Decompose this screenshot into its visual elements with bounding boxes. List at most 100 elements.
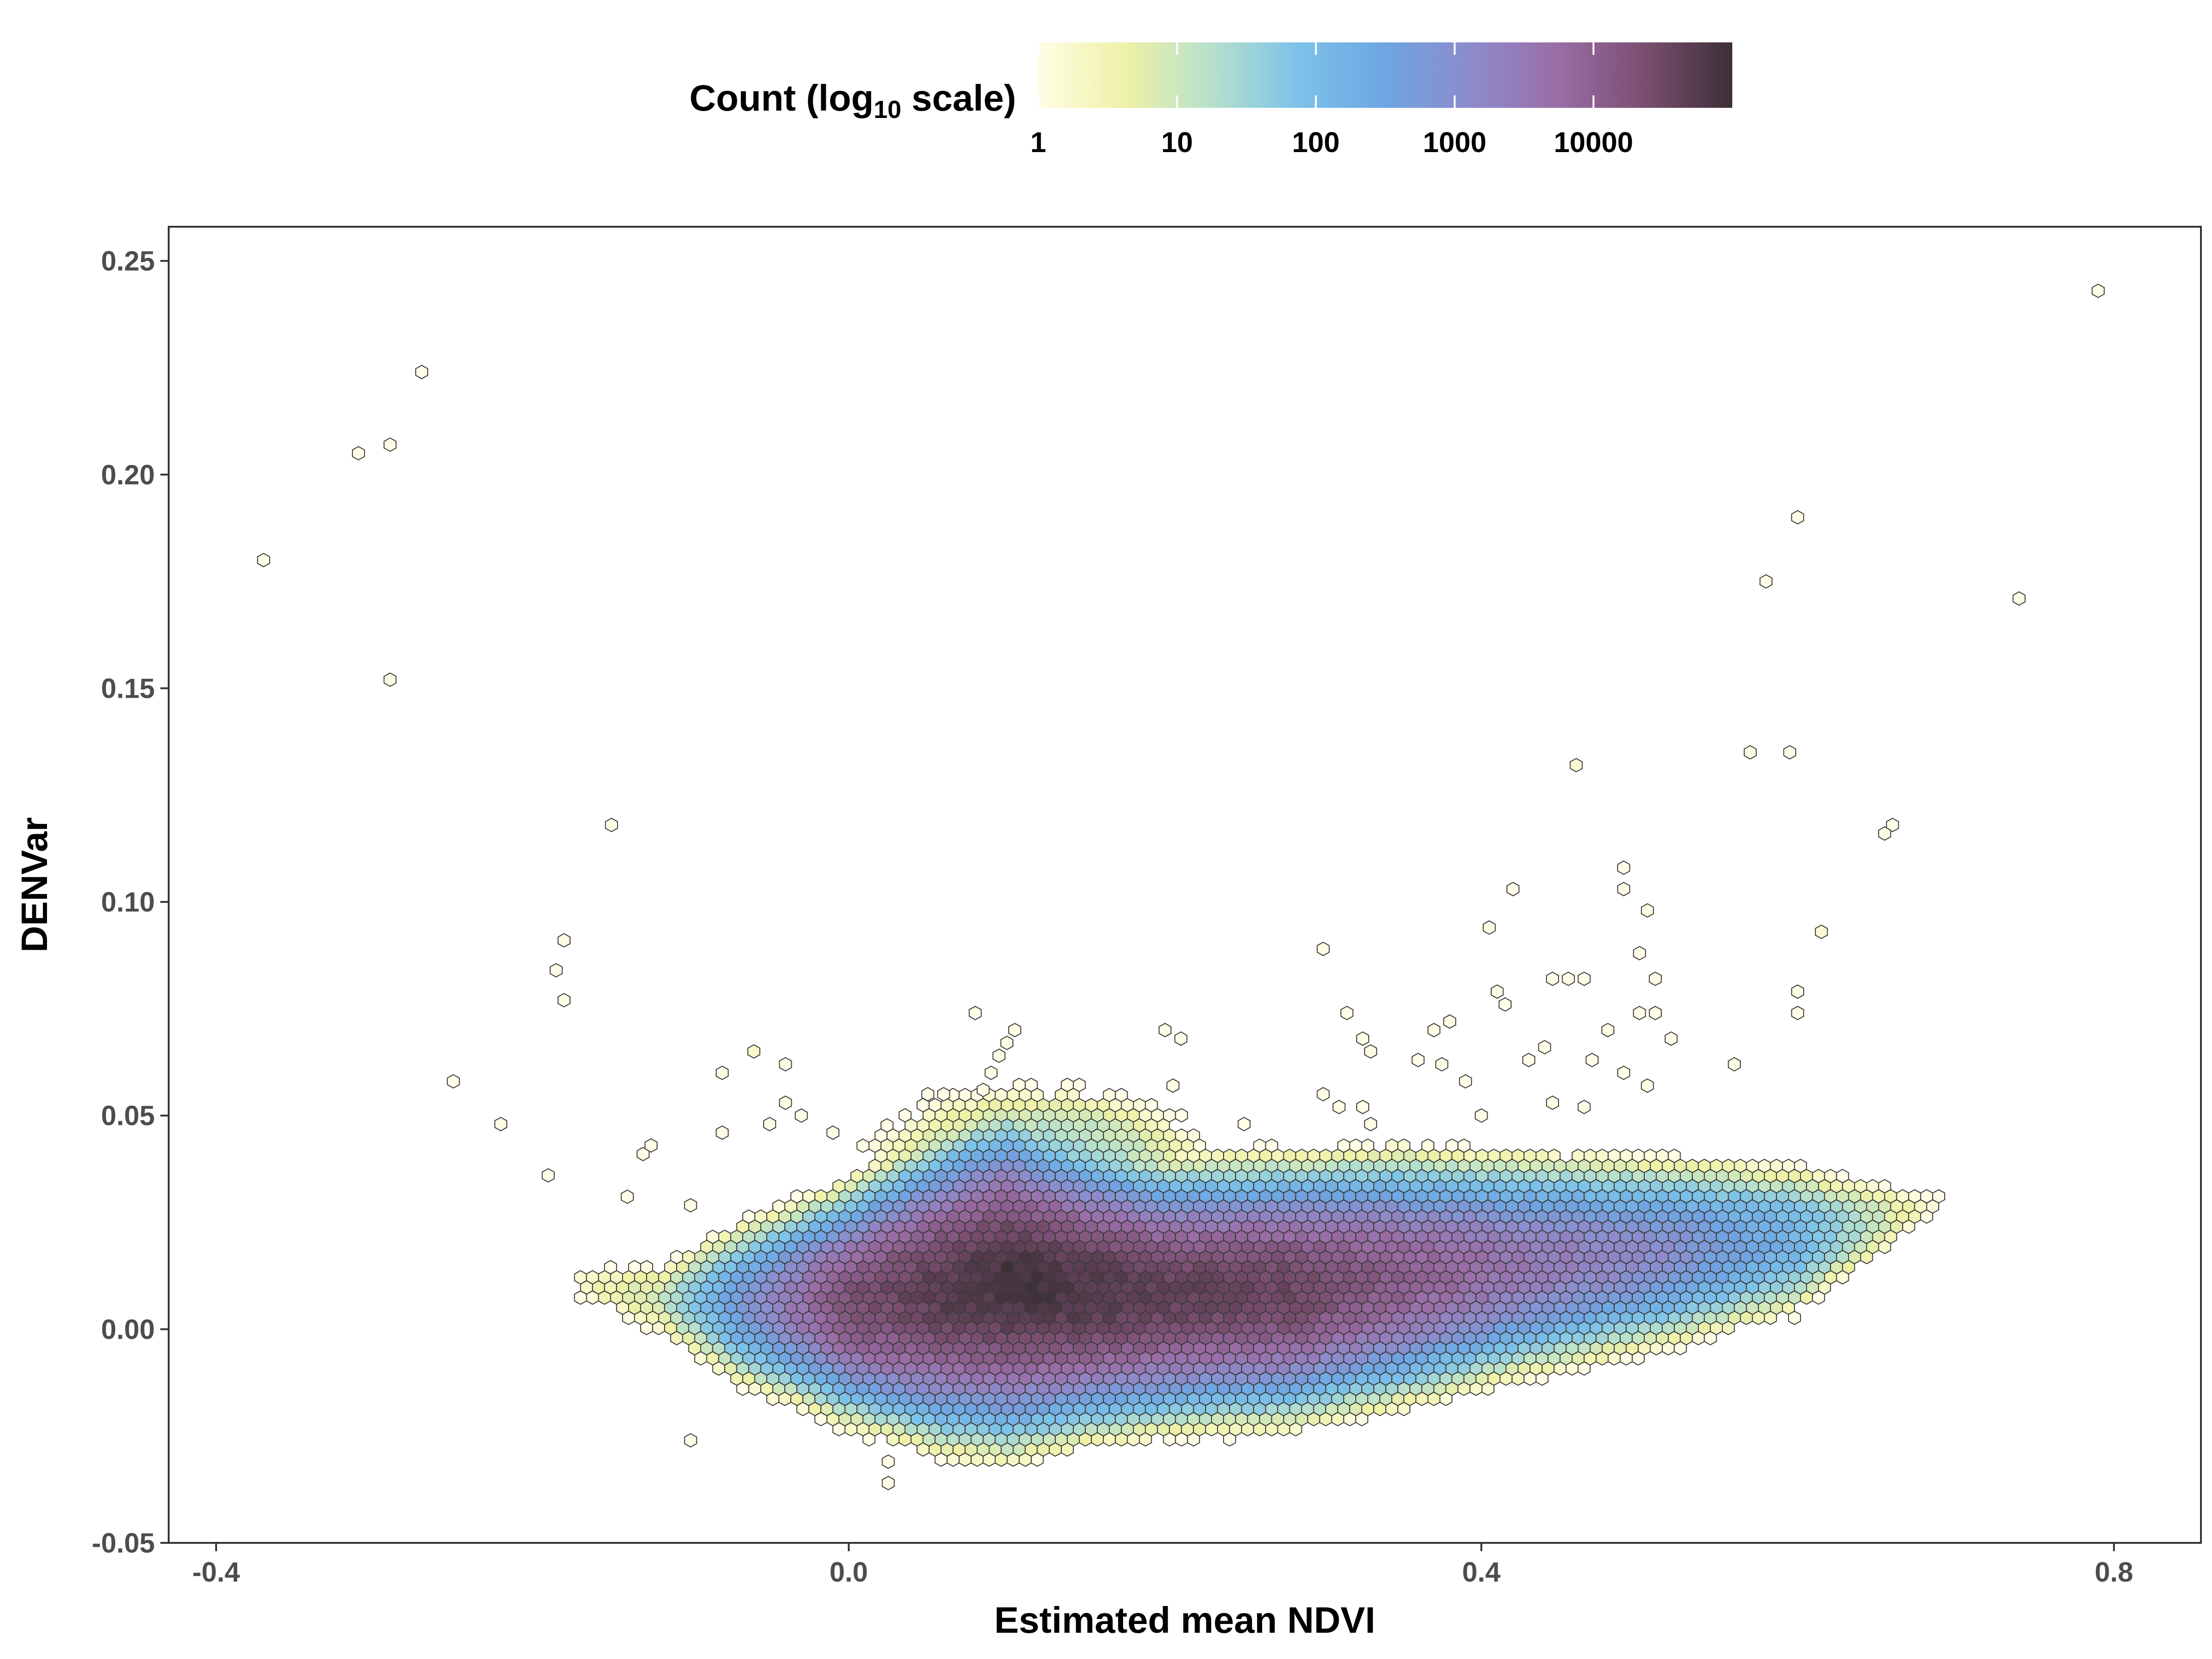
hexbin-cell [494, 1117, 507, 1131]
hexbin-cell [1364, 1117, 1377, 1131]
y-axis-title: DENVar [14, 817, 55, 952]
hexbin-cell [1356, 1100, 1370, 1114]
hexbin-cell [1633, 1006, 1646, 1020]
hexbin-cell [1435, 1057, 1448, 1072]
hexbin-cell [716, 1065, 729, 1080]
hexbin-cell [1307, 1148, 1320, 1163]
hexbin-cell [754, 1209, 767, 1224]
hexbin-cell [1319, 1148, 1332, 1163]
hexbin-cell [992, 1048, 1006, 1063]
hexbin-cell [1445, 1138, 1459, 1153]
hexbin-cell [1421, 1138, 1435, 1153]
hexbin-cell [1340, 1006, 1353, 1020]
hexbin-cell [1397, 1138, 1411, 1153]
hexbin-cell [1722, 1159, 1735, 1173]
hexbin-cell [1836, 1169, 1849, 1183]
hexbin-cell [832, 1179, 846, 1194]
hexbin-cell [1633, 946, 1646, 961]
hexbin-cell [814, 1189, 828, 1204]
hexbin-cell [1570, 758, 1583, 773]
hexbin-cell [1337, 1138, 1350, 1153]
hexbin-cell [1349, 1138, 1362, 1153]
hexbin-cell [1166, 1078, 1180, 1093]
hexbin-cell [794, 1108, 808, 1123]
hexbin-cell [1223, 1148, 1236, 1163]
hexbin-cell [921, 1087, 935, 1102]
legend: Count (log10 scale) 1 10 100 1000 10000 [689, 42, 1732, 159]
hexbin-cell [1283, 1148, 1296, 1163]
hexbin-cell [1878, 1179, 1891, 1194]
hexbin-cell [1783, 745, 1796, 760]
hexbin-cell [2091, 283, 2105, 298]
legend-label: 10000 [1554, 127, 1633, 159]
hexbin-cell [1459, 1074, 1472, 1089]
legend-ticks [1037, 42, 1594, 108]
hexbin-cell [2012, 591, 2026, 606]
hexbin-cell [718, 1230, 731, 1244]
hexbin-cell [1577, 971, 1591, 986]
hexbin-cell [1668, 1148, 1681, 1163]
hexbin-cell [1794, 1159, 1807, 1173]
hexbin-cell [670, 1250, 683, 1265]
hexbin-cell [994, 1088, 1008, 1102]
hexbin-cell [1770, 1159, 1783, 1173]
hexbin-cell [1812, 1169, 1825, 1183]
hexbin-cell [605, 818, 618, 832]
y-axis: -0.05 0.00 0.05 0.10 0.15 0.20 0.25 [92, 246, 169, 1559]
hexbin-cell [1163, 1108, 1176, 1123]
hexbin-cell [779, 1095, 792, 1110]
hexbin-cell [977, 1082, 990, 1097]
hexbin-cell [1012, 1077, 1026, 1092]
hexbin-cell [1641, 1078, 1654, 1093]
hexbin-cell [1175, 1108, 1188, 1123]
hexbin-cell [1546, 1095, 1559, 1110]
hexbin-cell [1585, 1053, 1599, 1067]
hexbin-cell [790, 1189, 804, 1204]
hexbin-cell [1115, 1088, 1128, 1102]
y-tick-label: -0.05 [92, 1528, 155, 1559]
hexbin-cell [1145, 1098, 1158, 1112]
hexbin-cell [1656, 1148, 1669, 1163]
hexbin-cell [1412, 1053, 1425, 1067]
hexbin-cell [1295, 1148, 1308, 1163]
x-tick-label: 0.4 [1462, 1557, 1501, 1588]
hexbin-cell [1475, 1148, 1488, 1163]
hexbin-cell [1595, 1148, 1609, 1163]
hexbin-cell [1103, 1088, 1116, 1102]
x-axis-title: Estimated mean NDVI [994, 1600, 1376, 1641]
hexbin-cell [1562, 971, 1575, 986]
hexbin-cell [1008, 1023, 1022, 1037]
hexbin-cell [1265, 1138, 1278, 1153]
hexbin-cell [541, 1168, 555, 1183]
hexbin-cell [574, 1270, 587, 1285]
hexbin-cell [1886, 818, 1899, 832]
hexbin-cell [1457, 1138, 1471, 1153]
hexbin-cell [621, 1189, 634, 1204]
hexbin-cell [1665, 1031, 1678, 1046]
hexbin-cell [1483, 920, 1496, 935]
hexbin-cell [415, 365, 429, 379]
hexbin-cell [1427, 1023, 1441, 1037]
hexbin-cell [763, 1117, 777, 1131]
hexbin-cell [1649, 1006, 1662, 1020]
y-tick-label: 0.05 [101, 1100, 155, 1131]
hexbin-cell [772, 1199, 786, 1214]
hexbin-cell [549, 963, 563, 978]
hexbin-cell [779, 1057, 792, 1072]
hexbin-cell [1607, 1148, 1621, 1163]
hexbin-cells [257, 283, 2105, 1490]
hexbin-cell [1577, 1100, 1591, 1114]
hexbin-cell [1000, 1035, 1013, 1050]
hexbin-cell [1073, 1077, 1086, 1092]
hexbin-cell [1791, 1006, 1804, 1020]
hexbin-cell [1490, 984, 1504, 999]
legend-label: 100 [1292, 127, 1340, 159]
hexbin-cell [1547, 1148, 1561, 1163]
hexbin-cell [1641, 903, 1654, 918]
hexbin-cell [1746, 1159, 1759, 1173]
x-tick-label: 0.0 [830, 1557, 868, 1588]
hexbin-cell [1686, 1159, 1699, 1173]
hexbin-cell [898, 1108, 912, 1123]
hexbin-cell [1487, 1148, 1500, 1163]
